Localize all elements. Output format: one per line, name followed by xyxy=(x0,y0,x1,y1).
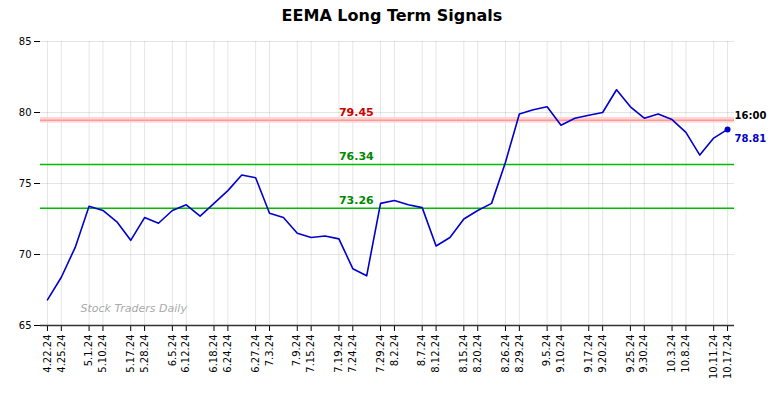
svg-text:8.7.24: 8.7.24 xyxy=(416,335,427,367)
svg-text:73.26: 73.26 xyxy=(339,194,374,207)
svg-text:6.24.24: 6.24.24 xyxy=(222,335,233,373)
svg-text:6.5.24: 6.5.24 xyxy=(167,335,178,367)
svg-text:85: 85 xyxy=(19,36,32,47)
svg-text:7.9.24: 7.9.24 xyxy=(291,335,302,367)
svg-text:7.3.24: 7.3.24 xyxy=(264,335,275,367)
svg-text:4.22.24: 4.22.24 xyxy=(42,335,53,373)
svg-text:8.15.24: 8.15.24 xyxy=(458,335,469,373)
svg-text:4.25.24: 4.25.24 xyxy=(56,335,67,373)
svg-text:9.17.24: 9.17.24 xyxy=(583,335,594,373)
svg-text:80: 80 xyxy=(19,107,32,118)
svg-text:8.2.24: 8.2.24 xyxy=(389,335,400,367)
svg-text:76.34: 76.34 xyxy=(339,150,374,163)
svg-text:5.28.24: 5.28.24 xyxy=(139,335,150,373)
svg-text:9.20.24: 9.20.24 xyxy=(597,335,608,373)
svg-text:6.18.24: 6.18.24 xyxy=(208,335,219,373)
svg-text:8.20.24: 8.20.24 xyxy=(472,335,483,373)
svg-text:78.81: 78.81 xyxy=(735,133,767,144)
svg-text:9.25.24: 9.25.24 xyxy=(625,335,636,373)
svg-text:7.29.24: 7.29.24 xyxy=(375,335,386,373)
svg-text:75: 75 xyxy=(19,178,32,189)
svg-text:5.1.24: 5.1.24 xyxy=(83,335,94,367)
svg-text:10.11.24: 10.11.24 xyxy=(708,335,719,380)
html-text:EEMA Long Term Signals: EEMA Long Term Signals xyxy=(281,6,503,25)
svg-text:6.27.24: 6.27.24 xyxy=(250,335,261,373)
svg-text:7.24.24: 7.24.24 xyxy=(347,335,358,373)
svg-text:8.12.24: 8.12.24 xyxy=(430,335,441,373)
svg-text:9.5.24: 9.5.24 xyxy=(541,335,552,367)
svg-text:8.26.24: 8.26.24 xyxy=(500,335,511,373)
svg-text:70: 70 xyxy=(19,249,32,260)
svg-text:10.3.24: 10.3.24 xyxy=(666,335,677,373)
svg-text:5.17.24: 5.17.24 xyxy=(125,335,136,373)
svg-text:9.10.24: 9.10.24 xyxy=(555,335,566,373)
svg-text:7.19.24: 7.19.24 xyxy=(333,335,344,373)
svg-text:8.29.24: 8.29.24 xyxy=(514,335,525,373)
svg-text:7.15.24: 7.15.24 xyxy=(305,335,316,373)
svg-text:6.12.24: 6.12.24 xyxy=(180,335,191,373)
svg-text:10.8.24: 10.8.24 xyxy=(680,335,691,373)
svg-text:16:00: 16:00 xyxy=(735,110,767,121)
svg-text:79.45: 79.45 xyxy=(339,106,374,119)
svg-text:5.10.24: 5.10.24 xyxy=(97,335,108,373)
svg-text:9.30.24: 9.30.24 xyxy=(638,335,649,373)
svg-text:65: 65 xyxy=(19,320,32,331)
svg-text:10.17.24: 10.17.24 xyxy=(722,335,733,380)
svg-text:Stock Traders Daily: Stock Traders Daily xyxy=(81,302,188,315)
